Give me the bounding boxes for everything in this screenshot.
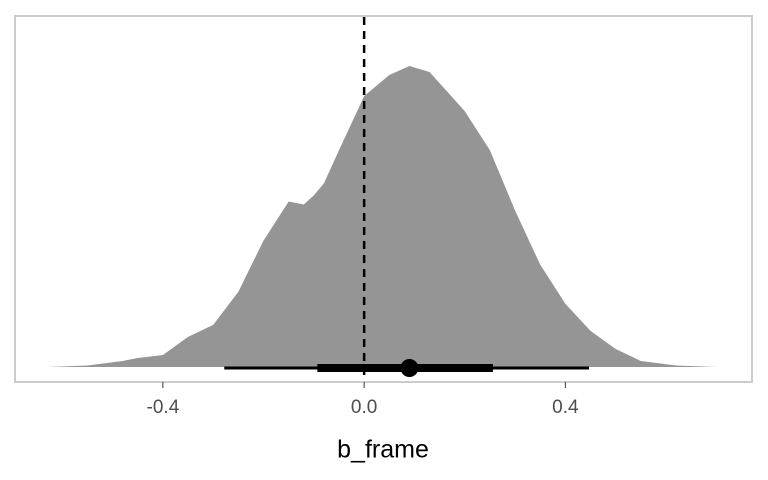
x-tick-label: 0.4 [552,397,579,418]
panel-border [14,15,753,383]
x-axis-title: b_frame [337,436,429,464]
x-tick-label: -0.4 [147,397,180,418]
x-tick-label: 0.0 [351,397,377,418]
density-area [47,66,717,367]
point-estimate [400,359,419,377]
